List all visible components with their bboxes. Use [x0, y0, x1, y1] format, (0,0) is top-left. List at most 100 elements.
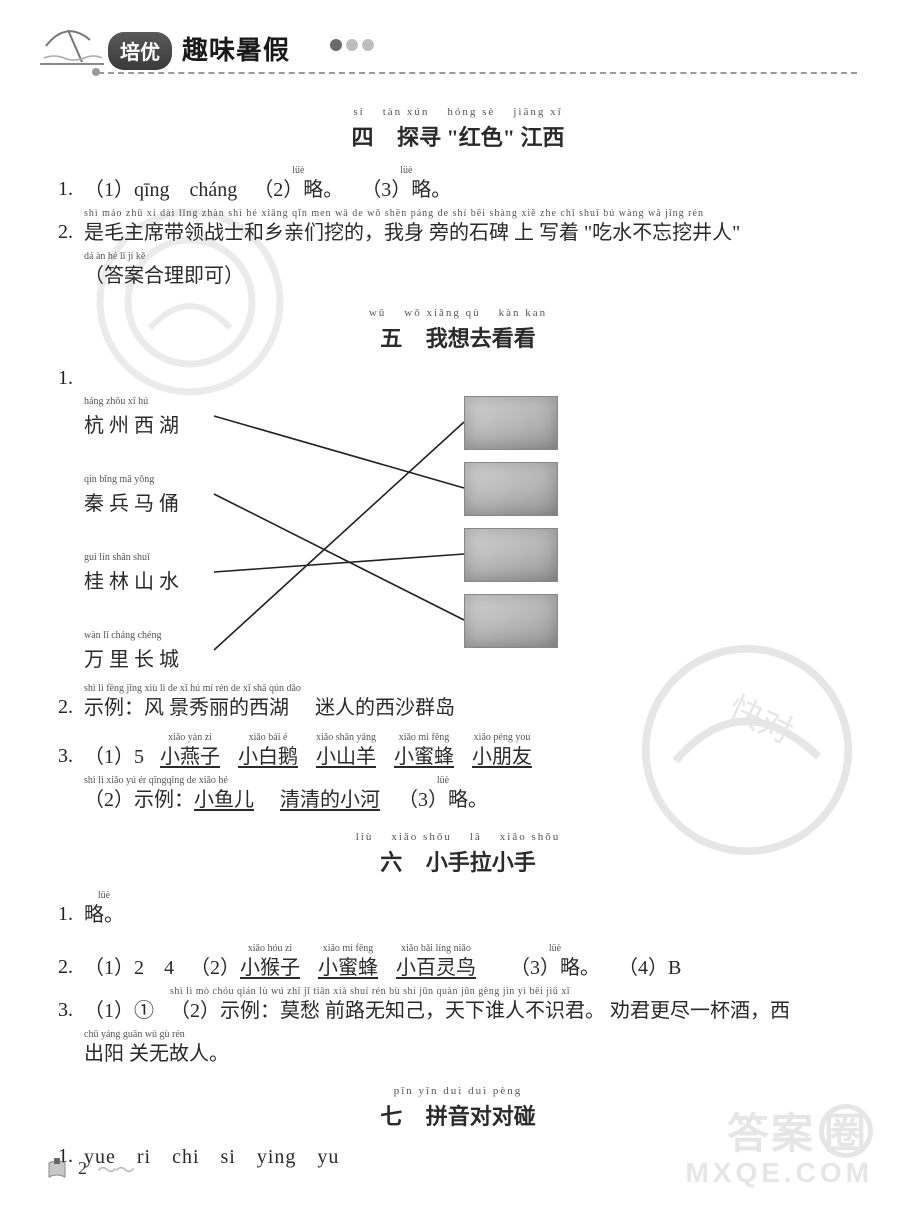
qnum: 3. — [58, 999, 84, 1024]
underlined: 小鱼儿 — [194, 789, 254, 811]
qnum: 2. — [58, 221, 84, 246]
pinyin: hóng sè — [447, 106, 495, 118]
pinyin: wǒ xiǎng qù — [404, 307, 480, 319]
answer-text: 略。 — [84, 903, 124, 928]
s5-q1-head: 1. — [58, 367, 858, 392]
section-num: 七 — [380, 1104, 402, 1129]
s5-q3b: shì lì xiǎo yú ér qīngqīng de xiǎo hé （2… — [58, 776, 858, 813]
pinyin: shì lì xiǎo yú ér qīngqīng de xiǎo hé — [84, 776, 228, 786]
word-chunk: xiǎo bái é小白鹅 — [238, 733, 298, 770]
word-chunk: xiǎo bǎi líng niǎo 小百灵鸟 — [396, 944, 476, 981]
word-chunk: xiǎo shān yáng小山羊 — [316, 733, 376, 770]
s6-q1: 1. lüè略。 — [58, 891, 858, 928]
text: 杭 州 西 湖 — [84, 409, 179, 438]
section-title-text: 小手拉小手 — [426, 850, 536, 875]
qnum: 2. — [58, 956, 84, 981]
pinyin: qín bīng mǎ yǒng — [84, 474, 179, 485]
matching-diagram: háng zhōu xī hú 杭 州 西 湖 qín bīng mǎ yǒng 秦 … — [84, 396, 858, 676]
s6-q3: 3. （1）① shì lì mò chóu qián lù wú zhī jǐ… — [58, 987, 858, 1024]
header-title: 趣味暑假 — [182, 30, 290, 67]
section-title-text: 拼音对对碰 — [426, 1104, 536, 1129]
section-num: 五 — [380, 326, 402, 351]
pinyin: xiǎo mì fēng — [399, 733, 450, 743]
text: 示例：风 景秀丽的西湖 — [84, 697, 289, 719]
page-header: 培优 趣味暑假 — [38, 24, 857, 76]
answer-text: （2）示例：莫愁 前路无知己，天下谁人不识君。 劝君更尽一杯酒，西 — [170, 999, 790, 1024]
page-number: 2 — [78, 1158, 87, 1179]
pinyin: xiǎo hóu zi — [248, 944, 292, 954]
underlined: 小蜜蜂 — [318, 956, 378, 981]
pinyin: xiǎo mì fēng — [323, 944, 374, 954]
pinyin: xiǎo shǒu — [500, 831, 560, 843]
match-thumbnail — [464, 594, 558, 648]
answer-text: （2）略。 — [253, 178, 343, 203]
answer-text: （2）示例：小鱼儿 清清的小河 — [84, 788, 380, 813]
qnum: 1. — [58, 178, 84, 203]
s6-q3-line2: chū yáng guān wú gù rén 出阳 关无故人。 — [58, 1030, 858, 1067]
text: 秦 兵 马 俑 — [84, 487, 179, 516]
match-thumbnail — [464, 396, 558, 450]
section-7-title: pīn yīn duì duì pèng 七 拼音对对碰 — [58, 1085, 858, 1131]
text: 桂 林 山 水 — [84, 565, 179, 594]
match-thumbnail — [464, 462, 558, 516]
match-label: qín bīng mǎ yǒng 秦 兵 马 俑 — [84, 474, 179, 516]
pinyin: jiāng xī — [513, 106, 562, 118]
s5-q3: 3. （1）5 xiǎo yàn zi小燕子xiǎo bái é小白鹅xiǎo … — [58, 727, 858, 770]
s7-q1: 1. yue ri chi si ying yu — [58, 1145, 858, 1170]
section-num: 四 — [352, 125, 374, 150]
s4-q2-tail: dá àn hé lǐ jí kě （答案合理即可） — [58, 252, 858, 289]
answer-text: 示例：风 景秀丽的西湖 迷人的西沙群岛 — [84, 696, 455, 721]
pinyin: lüè — [292, 166, 304, 176]
section-4-title: sì tàn xún hóng sè jiāng xī 四 探寻 "红色" 江西 — [58, 106, 858, 152]
pinyin: lüè — [549, 944, 561, 954]
pinyin: wǔ — [369, 307, 386, 319]
header-dots-icon — [330, 38, 378, 56]
underlined: 清清的小河 — [280, 789, 380, 811]
word-chunk: xiǎo mì fēng 小蜜蜂 — [318, 944, 378, 981]
match-label: wàn lǐ cháng chéng万 里 长 城 — [84, 630, 179, 672]
pinyin: liù — [356, 831, 374, 843]
pinyin: pīn yīn duì duì pèng — [394, 1085, 523, 1097]
book-icon — [46, 1157, 68, 1181]
pinyin: lā — [470, 831, 482, 843]
answer-text: （4）B — [618, 956, 681, 981]
pinyin: guì lín shān shuǐ — [84, 552, 179, 563]
pinyin: dá àn hé lǐ jí kě — [84, 252, 145, 262]
word-chunk: xiǎo hóu zi小猴子 — [240, 944, 300, 981]
underlined: 小朋友 — [472, 745, 532, 770]
pinyin: lüè — [98, 891, 110, 901]
pinyin: háng zhōu xī hú — [84, 396, 179, 407]
section-title-text: 我想去看看 — [426, 326, 536, 351]
pinyin: xiǎo bǎi líng niǎo — [401, 944, 471, 954]
answer-text: （1）5 — [84, 745, 144, 770]
underlined: 小蜜蜂 — [394, 745, 454, 770]
pinyin: sì — [353, 106, 364, 118]
umbrella-icon — [38, 18, 108, 70]
page-footer: 2 ～～ — [46, 1154, 133, 1183]
word-chunk: xiǎo mì fēng 小蜜蜂 — [394, 733, 454, 770]
answer-text: （1）① — [84, 999, 154, 1024]
pinyin: shì lì fēng jǐng xiù lì de xī hú mí rén … — [84, 684, 301, 694]
answer-text: （1）qīng cháng — [84, 178, 237, 203]
text: （2）示例： — [84, 789, 194, 811]
header-rule — [98, 72, 857, 74]
answer-text: （3）略。 — [398, 788, 488, 813]
s6-q2: 2. （1）2 4 （2） xiǎo hóu zi小猴子xiǎo mì fēng… — [58, 938, 858, 981]
pinyin: kàn kan — [499, 307, 548, 319]
pinyin: shì máo zhǔ xí dài lǐng zhàn shì hé xiān… — [84, 209, 704, 219]
qnum: 2. — [58, 696, 84, 721]
text: （2）示例： — [170, 1000, 280, 1022]
word-chunk: xiǎo yàn zi小燕子 — [160, 733, 220, 770]
pinyin: lüè — [437, 776, 449, 786]
answer-text: （3）略。 — [510, 956, 600, 981]
s4-q1: 1. （1）qīng cháng lüè（2）略。 lüè（3）略。 — [58, 166, 858, 203]
pinyin: xiǎo bái é — [249, 733, 288, 743]
pinyin: xiǎo péng you — [474, 733, 531, 743]
s5-q2: 2. shì lì fēng jǐng xiù lì de xī hú mí r… — [58, 684, 858, 721]
match-thumbnail — [464, 528, 558, 582]
underlined: 小百灵鸟 — [396, 956, 476, 981]
header-badge: 培优 — [108, 32, 172, 70]
s4-q2: 2. shì máo zhǔ xí dài lǐng zhàn shì hé x… — [58, 209, 858, 246]
section-num: 六 — [380, 850, 402, 875]
word-chunk: xiǎo péng you 小朋友 — [472, 733, 532, 770]
